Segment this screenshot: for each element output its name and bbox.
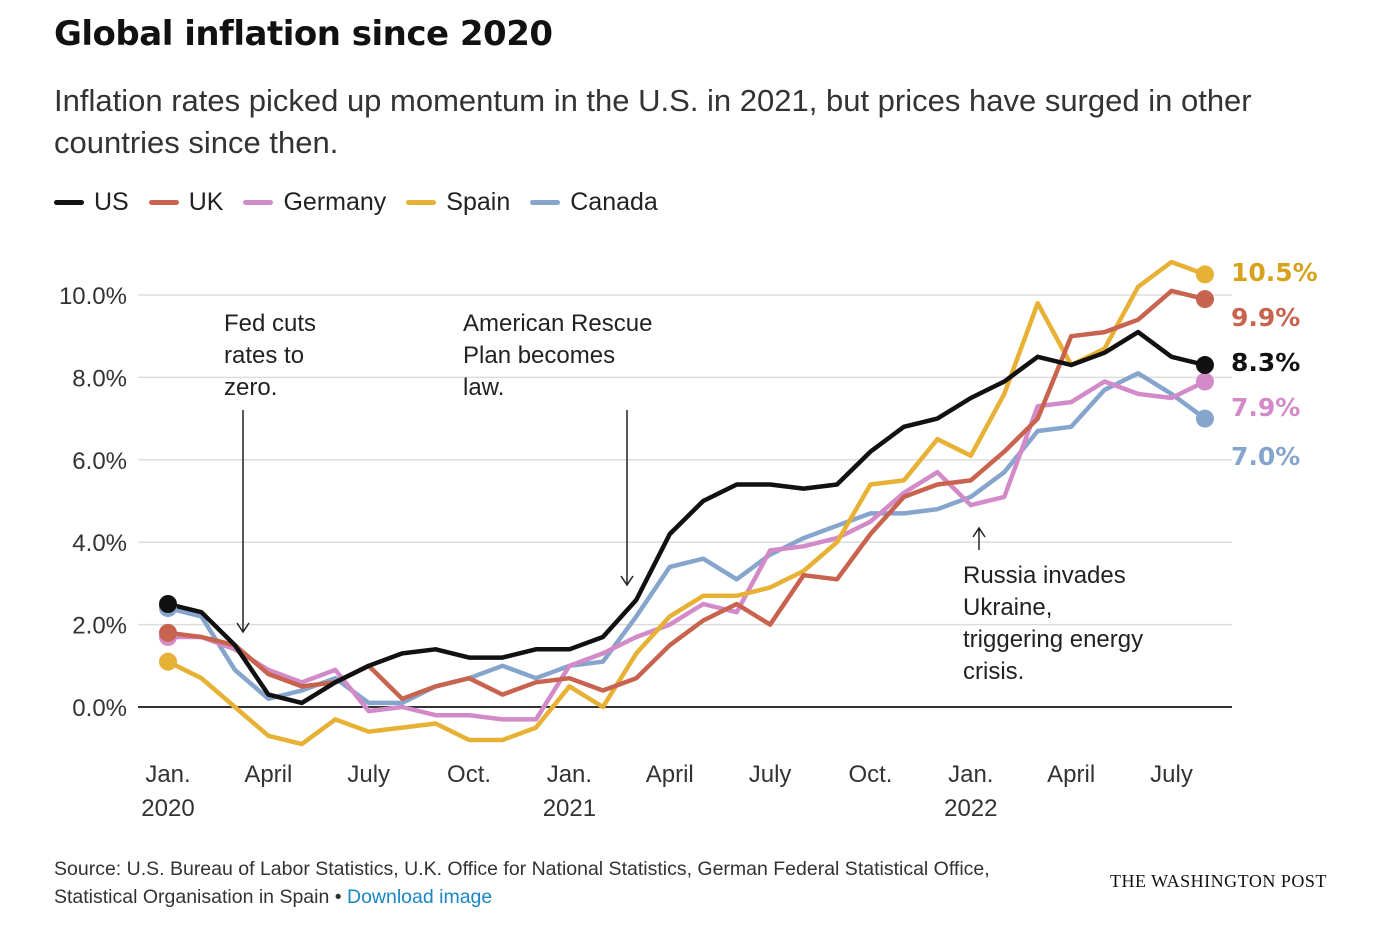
annotation-text: Ukraine, (963, 594, 1052, 621)
x-tick-label: April (646, 761, 694, 788)
legend-item-spain: Spain (406, 188, 510, 217)
end-label-uk: 9.9% (1231, 303, 1300, 332)
x-tick-year: 2022 (944, 795, 997, 822)
source-note: Source: U.S. Bureau of Labor Statistics,… (54, 855, 1074, 911)
end-label-spain: 10.5% (1231, 258, 1318, 287)
legend-label: UK (188, 188, 224, 216)
line-chart: 0.0% 2.0% 4.0% 6.0% 8.0% 10.0% Jan. 2020 April Ju… (59, 258, 1318, 822)
chart-title: Global inflation since 2020 (54, 14, 553, 54)
legend-item-uk: UK (148, 188, 224, 217)
annotation-arrowhead (620, 575, 634, 587)
x-tick-label: Oct. (447, 761, 491, 788)
annotation-text: American Rescue (463, 310, 652, 337)
chart-subtitle: Inflation rates picked up momentum in th… (54, 83, 1252, 160)
publisher-credit: THE WASHINGTON POST (1110, 871, 1327, 891)
end-label-germany: 7.9% (1231, 393, 1300, 422)
start-point-us (159, 595, 177, 613)
series-line-germany (165, 379, 1208, 722)
x-tick-label: July (347, 761, 390, 788)
end-point-canada (1195, 409, 1214, 428)
y-tick-label: 10.0% (59, 283, 127, 310)
annotation-text: zero. (224, 374, 277, 401)
legend-item-germany: Germany (243, 188, 386, 217)
legend-label: Germany (283, 188, 387, 216)
x-tick-label: Jan. (948, 761, 993, 788)
legend-item-canada: Canada (530, 188, 658, 217)
legend-swatch (54, 200, 84, 205)
x-tick-year: 2021 (543, 795, 596, 822)
y-tick-label: 6.0% (72, 448, 127, 475)
y-tick-label: 0.0% (72, 695, 127, 722)
annotation-text: crisis. (963, 658, 1024, 685)
annotation-text: Russia invades (963, 562, 1126, 589)
series-line-us (165, 329, 1208, 706)
legend-label: US (94, 188, 129, 216)
end-point-germany (1195, 372, 1214, 391)
end-point-spain (1195, 265, 1214, 284)
end-point-uk (1195, 290, 1214, 309)
annotation-text: law. (463, 374, 504, 401)
x-tick-label: Jan. (145, 761, 190, 788)
y-tick-label: 8.0% (72, 365, 127, 392)
legend-swatch (148, 200, 179, 205)
annotation-text: rates to (224, 342, 304, 369)
legend: US UK Germany Spain Canada (54, 188, 678, 217)
x-tick-label: July (1150, 761, 1193, 788)
legend-item-us: US (54, 188, 129, 217)
legend-swatch (406, 200, 437, 205)
start-point-uk (159, 623, 177, 642)
series-line-canada (165, 371, 1208, 706)
end-label-canada: 7.0% (1231, 442, 1300, 471)
annotation-text: triggering energy (963, 626, 1143, 653)
annotation-text: Fed cuts (224, 310, 316, 337)
annotation-arrowhead (972, 526, 986, 538)
legend-swatch (243, 200, 274, 205)
x-tick-year: 2020 (141, 795, 194, 822)
end-point-us (1195, 356, 1214, 375)
x-tick-label: April (244, 761, 292, 788)
source-text: Source: U.S. Bureau of Labor Statistics,… (54, 858, 990, 908)
y-tick-label: 2.0% (72, 613, 127, 640)
end-label-us: 8.3% (1231, 348, 1300, 377)
legend-swatch (530, 200, 561, 205)
x-tick-label: Jan. (547, 761, 592, 788)
x-tick-label: April (1047, 761, 1095, 788)
y-tick-label: 4.0% (72, 530, 127, 557)
x-tick-label: Oct. (848, 761, 892, 788)
legend-label: Spain (446, 188, 511, 216)
start-point-spain (159, 652, 177, 671)
legend-label: Canada (570, 188, 658, 216)
x-tick-label: July (749, 761, 792, 788)
series-line-spain (165, 259, 1208, 747)
download-image-link[interactable]: Download image (346, 886, 493, 908)
annotation-text: Plan becomes (463, 342, 615, 369)
annotation-arrowhead (236, 622, 250, 634)
